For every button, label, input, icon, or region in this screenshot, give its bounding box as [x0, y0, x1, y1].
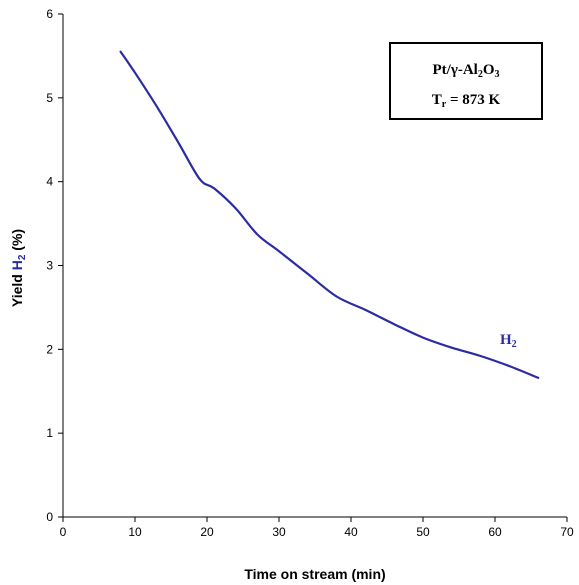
y-tick-label: 3	[46, 259, 53, 273]
annotation-box: Pt/γ-Al2O3 Tr = 873 K	[389, 42, 543, 120]
y-axis-label-species: H	[9, 260, 25, 270]
y-tick-label: 4	[46, 175, 53, 189]
y-tick-label: 1	[46, 426, 53, 440]
y-axis-label-subscript: 2	[17, 254, 28, 260]
series-label-h2: H2	[500, 332, 517, 350]
y-tick-label: 5	[46, 91, 53, 105]
x-axis-label: Time on stream (min)	[244, 566, 385, 582]
x-tick-label: 50	[416, 525, 430, 539]
x-tick-label: 10	[128, 525, 142, 539]
tick-marks: 0 10 20 30 40 50 60 70 0 1 2 3 4 5 6	[46, 7, 574, 539]
x-tick-label: 60	[488, 525, 502, 539]
y-axis-label: Yield H2 (%)	[9, 229, 28, 307]
annotation-catalyst: Pt/γ-Al2O3	[432, 62, 499, 80]
x-tick-label: 30	[272, 525, 286, 539]
y-tick-label: 0	[46, 510, 53, 524]
x-tick-label: 40	[344, 525, 358, 539]
series-group	[119, 50, 540, 379]
y-tick-label: 2	[46, 342, 53, 356]
x-tick-label: 0	[60, 525, 67, 539]
annotation-frame	[389, 42, 543, 120]
y-tick-label: 6	[46, 7, 53, 21]
x-tick-label: 70	[560, 525, 574, 539]
series-line-0	[119, 50, 540, 379]
annotation-temperature: Tr = 873 K	[432, 92, 501, 110]
x-tick-label: 20	[200, 525, 214, 539]
